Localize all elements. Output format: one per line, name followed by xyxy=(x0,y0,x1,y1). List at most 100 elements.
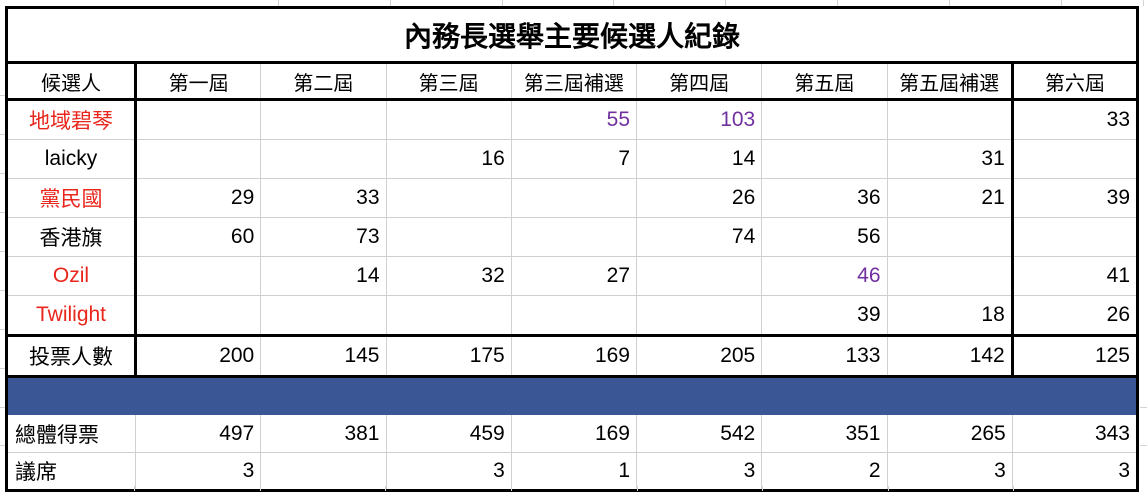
vote-count-cell xyxy=(260,99,386,140)
vote-count-cell: 60 xyxy=(134,217,261,257)
vote-count-cell: 21 xyxy=(886,178,1013,218)
header-row: 候選人 第一屆 第二屆 第三屆 第三屆補選 第四屆 第五屆 第五屆補選 第六屆 xyxy=(6,62,1138,101)
vote-count-cell xyxy=(635,295,762,336)
vote-count-cell xyxy=(385,295,512,336)
vote-count-cell: 32 xyxy=(385,256,512,296)
vote-count-cell xyxy=(260,295,386,336)
column-header: 第五屆 xyxy=(761,62,887,101)
vote-count-cell: 3 xyxy=(134,452,261,491)
gridline-stub xyxy=(613,0,614,6)
gridline-stub xyxy=(260,486,261,491)
gridline-stub xyxy=(511,486,512,491)
table-title: 內務長選舉主要候選人紀錄 xyxy=(6,7,1138,64)
gridline-stub xyxy=(1061,0,1062,6)
vote-count-cell: 36 xyxy=(761,178,887,218)
candidate-row: Twilight 39 18 26 xyxy=(6,295,1138,336)
row-label: 投票人數 xyxy=(6,334,137,378)
vote-count-cell: 26 xyxy=(635,178,762,218)
vote-count-cell xyxy=(761,99,887,140)
vote-count-cell: 55 xyxy=(510,99,637,140)
vote-count-cell: 145 xyxy=(260,334,386,378)
separator-bar xyxy=(6,376,1138,415)
gridline-stub xyxy=(502,0,503,6)
gridline-stub xyxy=(0,407,5,408)
vote-count-cell: 39 xyxy=(761,295,887,336)
vote-count-cell: 7 xyxy=(510,139,637,179)
vote-count-cell xyxy=(886,217,1013,257)
vote-count-cell: 3 xyxy=(385,452,512,491)
vote-count-cell xyxy=(385,99,512,140)
row-label: laicky xyxy=(6,139,137,179)
vote-count-cell: 381 xyxy=(260,415,386,453)
vote-count-cell: 18 xyxy=(886,295,1013,336)
vote-count-cell xyxy=(510,217,637,257)
vote-count-cell xyxy=(134,295,261,336)
gridline-stub xyxy=(949,0,950,6)
vote-count-cell: 74 xyxy=(635,217,762,257)
gridline-stub xyxy=(0,212,5,213)
vote-count-cell: 41 xyxy=(1010,256,1138,296)
title-row: 內務長選舉主要候選人紀錄 xyxy=(6,7,1138,64)
vote-count-cell: 33 xyxy=(1010,99,1138,140)
column-header: 第三屆補選 xyxy=(510,62,637,101)
vote-count-cell: 169 xyxy=(510,415,637,453)
vote-count-cell: 542 xyxy=(635,415,762,453)
vote-count-cell xyxy=(260,452,386,491)
vote-count-cell: 343 xyxy=(1011,415,1138,453)
column-header: 第一屆 xyxy=(134,62,261,101)
vote-count-cell xyxy=(635,256,762,296)
vote-count-cell: 39 xyxy=(1010,178,1138,218)
vote-count-cell: 3 xyxy=(886,452,1013,491)
gridline-stub xyxy=(837,0,838,6)
vote-count-cell: 142 xyxy=(886,334,1013,378)
vote-count-cell xyxy=(1010,217,1138,257)
vote-count-cell: 200 xyxy=(134,334,261,378)
vote-count-cell xyxy=(260,139,386,179)
candidate-row: Ozil 14 32 27 46 41 xyxy=(6,256,1138,296)
vote-count-cell: 169 xyxy=(510,334,637,378)
separator-row xyxy=(6,376,1138,415)
column-header: 第二屆 xyxy=(260,62,386,101)
vote-count-cell: 33 xyxy=(260,178,386,218)
gridline-stub xyxy=(390,0,391,6)
gridline-stub xyxy=(637,486,638,491)
column-header: 第四屆 xyxy=(635,62,762,101)
vote-count-cell: 56 xyxy=(761,217,887,257)
vote-count-cell: 133 xyxy=(761,334,887,378)
gridline-stub xyxy=(0,251,5,252)
gridline-stub xyxy=(1140,407,1147,408)
row-label: 香港旗 xyxy=(6,217,137,257)
election-table-body: 內務長選舉主要候選人紀錄 候選人 第一屆 第二屆 第三屆 第三屆補選 第四屆 第五屆 第五屆補… xyxy=(6,7,1138,491)
vote-count-cell xyxy=(134,99,261,140)
seats-row: 議席 3 3 1 3 2 3 3 xyxy=(6,452,1138,491)
gridline-stub xyxy=(0,173,5,174)
gridline-stub xyxy=(888,486,889,491)
vote-count-cell: 103 xyxy=(635,99,762,140)
voters-row: 投票人數 200 145 175 169 205 133 142 125 xyxy=(6,334,1138,378)
candidate-row: 地域碧琴 55 103 33 xyxy=(6,99,1138,140)
row-label: 總體得票 xyxy=(15,423,99,447)
total-votes-row: 總體得票 497 381 459 169 542 351 265 343 xyxy=(7,415,1138,453)
gridline-stub xyxy=(1013,486,1014,491)
candidate-row: 黨民國 29 33 26 36 21 39 xyxy=(6,178,1138,218)
vote-count-cell xyxy=(134,256,261,296)
vote-count-cell: 14 xyxy=(260,256,386,296)
vote-count-cell xyxy=(1010,139,1138,179)
column-header: 第六屆 xyxy=(1010,62,1138,101)
gridline-stub xyxy=(0,134,5,135)
vote-count-cell: 351 xyxy=(761,415,887,453)
vote-count-cell xyxy=(510,295,637,336)
column-header: 候選人 xyxy=(6,62,137,101)
gridline-stub xyxy=(0,290,5,291)
row-label: Twilight xyxy=(6,295,137,336)
row-label: 地域碧琴 xyxy=(6,99,137,140)
vote-count-cell: 29 xyxy=(134,178,261,218)
vote-count-cell xyxy=(134,139,261,179)
vote-count-cell: 2 xyxy=(761,452,887,491)
vote-count-cell: 16 xyxy=(385,139,512,179)
vote-count-cell xyxy=(510,178,637,218)
gridline-stub xyxy=(385,486,386,491)
vote-count-cell: 459 xyxy=(385,415,512,453)
column-header: 第五屆補選 xyxy=(886,62,1013,101)
